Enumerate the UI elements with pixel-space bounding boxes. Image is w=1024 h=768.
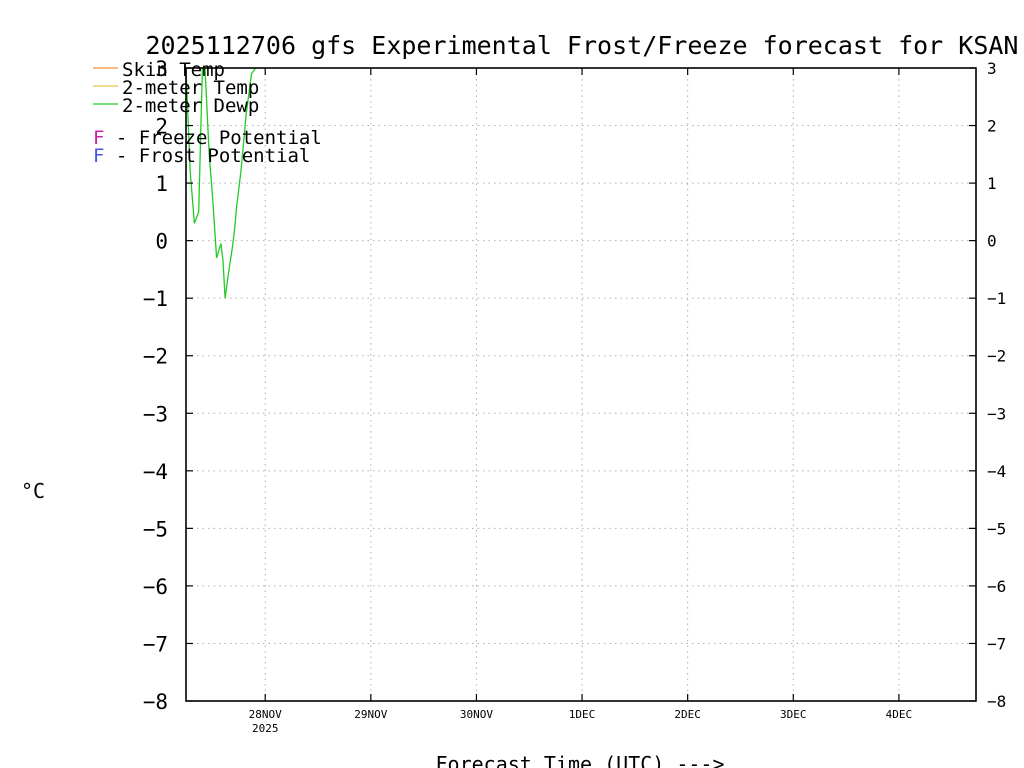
frost-potential-label: - Frost Potential: [104, 145, 310, 167]
y-tick-label-left: −6: [143, 575, 168, 599]
x-tick-label: 4DEC: [886, 708, 913, 721]
y-tick-label-right: −5: [987, 519, 1006, 538]
y-tick-label-left: −7: [143, 632, 168, 656]
y-tick-label-left: −5: [143, 517, 168, 541]
chart-title: 2025112706 gfs Experimental Frost/Freeze…: [146, 31, 1019, 60]
x-axis-label: Forecast Time (UTC) --->: [436, 752, 725, 768]
y-tick-label-left: 1: [155, 172, 168, 196]
grid-lines: [186, 68, 976, 701]
x-tick-label: 29NOV: [354, 708, 387, 721]
x-tick-sublabel: 2025: [252, 722, 279, 735]
y-tick-label-left: 2: [155, 115, 168, 139]
y-axis-label: °C: [21, 479, 45, 503]
y-tick-label-right: 1: [987, 174, 997, 193]
y-tick-label-right: 0: [987, 232, 997, 251]
x-tick-label: 3DEC: [780, 708, 807, 721]
y-tick-label-right: −6: [987, 577, 1006, 596]
legend-item-2m-temp: 2-meter Temp: [93, 77, 259, 99]
y-tick-label-left: 3: [155, 57, 168, 81]
legend-item-2m-dewp: 2-meter Dewp: [93, 95, 259, 117]
legend-label-2m-temp: 2-meter Temp: [122, 77, 259, 99]
freeze-potential-letter: F: [93, 127, 104, 149]
freeze-potential-label: - Freeze Potential: [104, 127, 321, 149]
x-tick-label: 28NOV: [249, 708, 282, 721]
y-tick-label-left: 0: [155, 230, 168, 254]
legend-label-2m-dewp: 2-meter Dewp: [122, 95, 259, 117]
x-tick-label: 30NOV: [460, 708, 493, 721]
y-tick-label-right: −4: [987, 462, 1006, 481]
y-tick-label-right: −1: [987, 289, 1006, 308]
y-tick-label-left: −2: [143, 345, 168, 369]
plot-frame: [185, 67, 977, 702]
y-tick-label-right: −8: [987, 692, 1006, 711]
x-tick-label: 1DEC: [569, 708, 596, 721]
series-lines: [186, 68, 257, 299]
y-tick-label-right: 3: [987, 59, 997, 78]
y-tick-label-right: 2: [987, 117, 997, 136]
y-tick-label-left: −8: [143, 690, 168, 714]
y-tick-label-right: −3: [987, 404, 1006, 423]
legend: Skin Temp 2-meter Temp 2-meter Dewp F - …: [93, 59, 322, 167]
y-tick-label-left: −3: [143, 402, 168, 426]
y-tick-label-right: −2: [987, 347, 1006, 366]
y-tick-label-left: −4: [143, 460, 168, 484]
y-tick-label-right: −7: [987, 634, 1006, 653]
y-axis-ticks: 3 3 2 2 1 1 0 0 −1 −1 −2 −2 −3 −3 −4 −4 −5 −5 −6 −6 −7 −7 −8 −8: [143, 57, 1007, 714]
legend-item-skin-temp: Skin Temp: [93, 59, 225, 81]
frost-potential-legend: F - Frost Potential: [93, 145, 310, 167]
legend-label-skin-temp: Skin Temp: [122, 59, 225, 81]
frost-potential-letter: F: [93, 145, 104, 167]
series-line-2-meter-dewp: [186, 68, 257, 299]
x-tick-label: 2DEC: [674, 708, 701, 721]
freeze-potential-legend: F - Freeze Potential: [93, 127, 322, 149]
y-tick-label-left: −1: [143, 287, 168, 311]
